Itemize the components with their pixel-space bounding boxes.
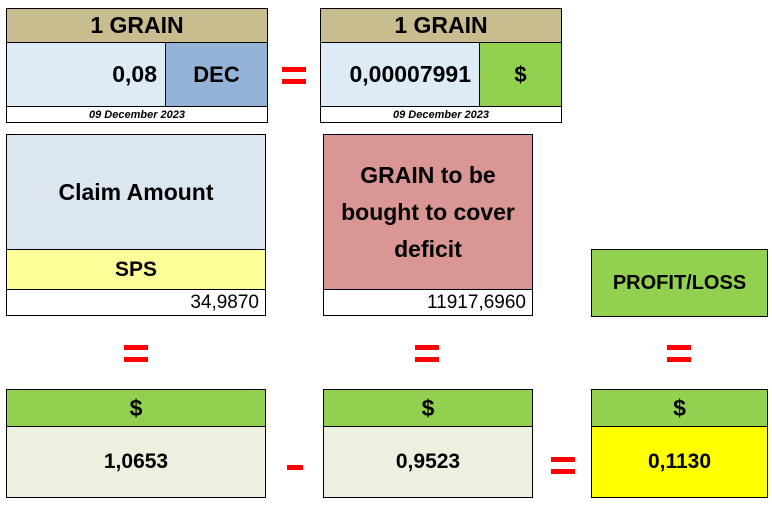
deficit-usd-value: 0,9523 (323, 426, 533, 498)
rate-left-date: 09 December 2023 (6, 106, 268, 123)
claim-usd-currency: $ (6, 389, 266, 427)
profit-loss-title: PROFIT/LOSS (591, 249, 768, 317)
rate-right-currency: $ (479, 42, 562, 107)
profit-usd-currency: $ (591, 389, 768, 427)
minus-sign (287, 465, 303, 470)
rate-left-currency: DEC (165, 42, 268, 107)
claim-equals-sign (124, 345, 148, 362)
rate-right-header: 1 GRAIN (320, 8, 562, 43)
deficit-equals-sign (415, 345, 439, 362)
rate-right-value: 0,00007991 (320, 42, 480, 107)
claim-usd-value: 1,0653 (6, 426, 266, 498)
claim-amount-title: Claim Amount (6, 134, 266, 250)
grain-deficit-title: GRAIN to be bought to cover deficit (323, 134, 533, 290)
rate-right-date: 09 December 2023 (320, 106, 562, 123)
rate-left-header: 1 GRAIN (6, 8, 268, 43)
deficit-usd-currency: $ (323, 389, 533, 427)
claim-amount-value: 34,9870 (6, 289, 266, 316)
rate-equals-sign (282, 67, 306, 84)
profit-usd-value: 0,1130 (591, 426, 768, 498)
grain-deficit-value: 11917,6960 (323, 289, 533, 316)
rate-left-value: 0,08 (6, 42, 166, 107)
result-equals-sign (551, 457, 575, 474)
claim-token-label: SPS (6, 249, 266, 290)
profit-equals-sign (667, 345, 691, 362)
